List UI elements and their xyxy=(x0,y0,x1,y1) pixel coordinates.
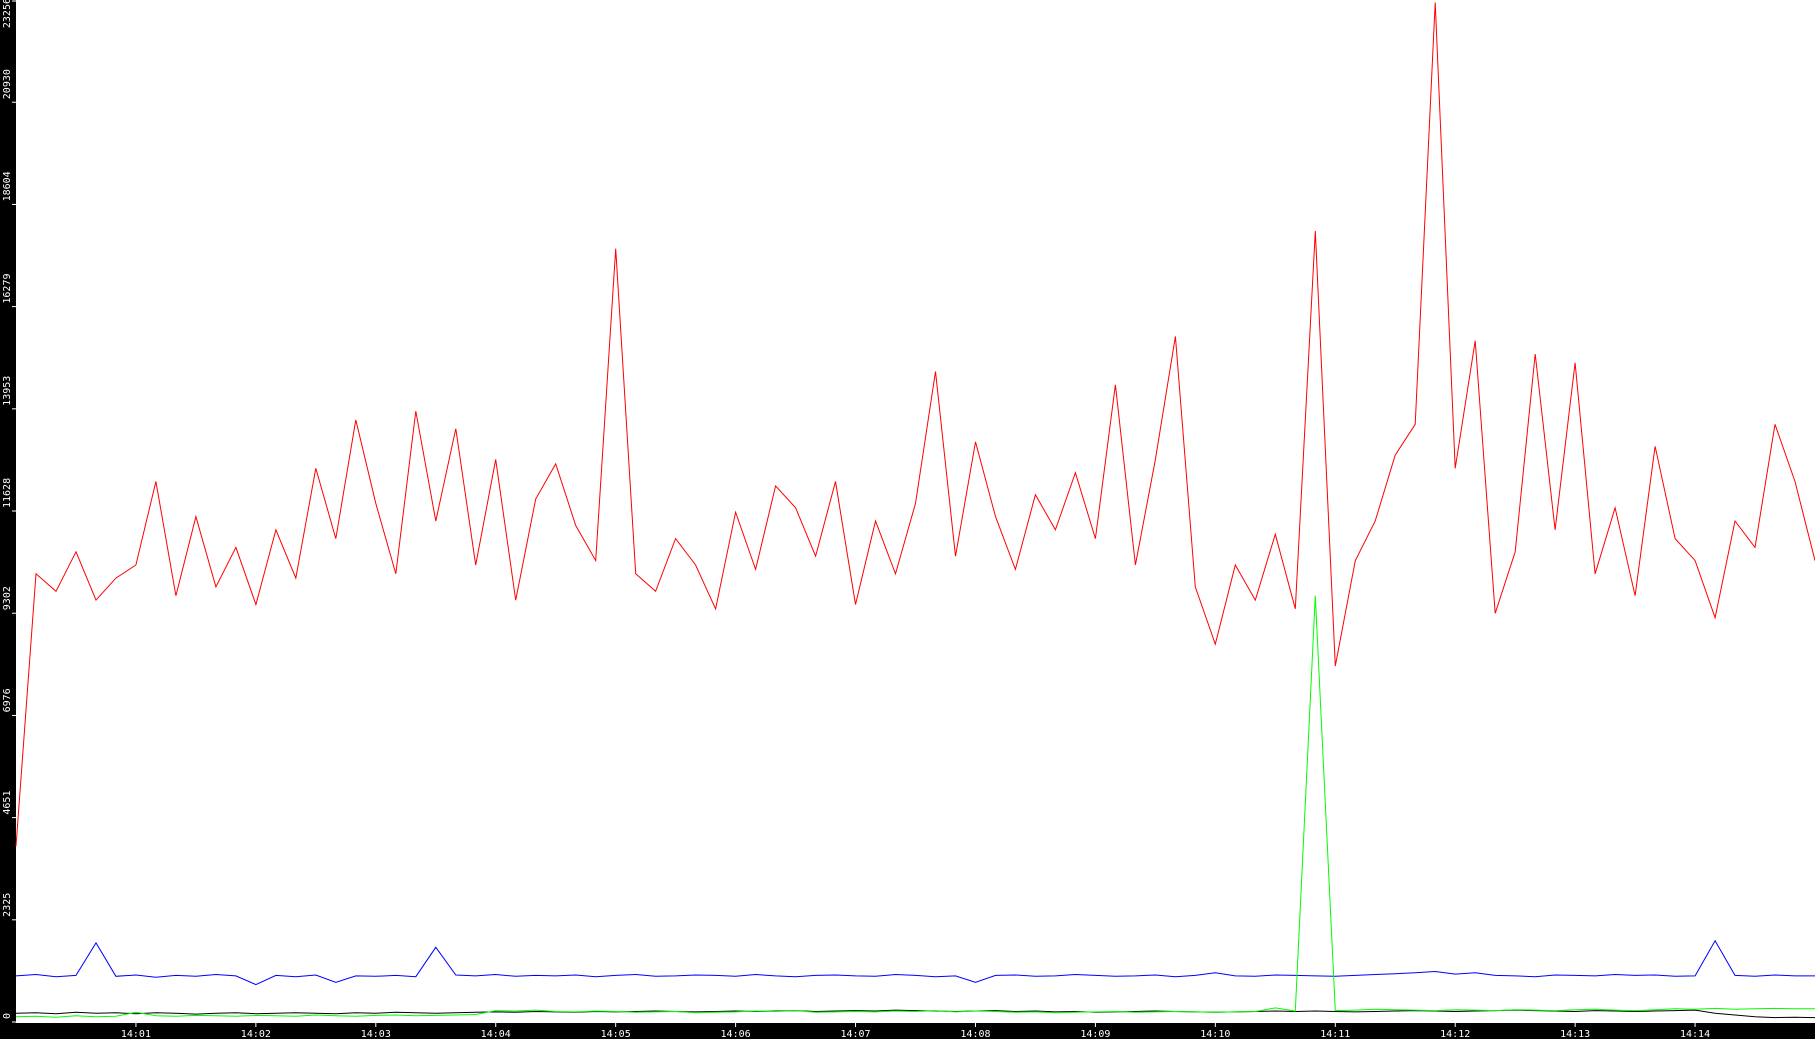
series-line-green xyxy=(15,595,1815,1018)
y-tick-label: 23256 xyxy=(2,0,13,28)
x-tick-label: 14:14 xyxy=(1680,1029,1710,1039)
x-tick-label: 14:02 xyxy=(241,1029,271,1039)
y-tick-label: 18604 xyxy=(2,171,13,201)
plot-area xyxy=(16,0,1815,1023)
x-tick-label: 14:07 xyxy=(840,1029,870,1039)
y-axis: 0 2325 4651 6976 9302 11628 13953 16279 18604 209… xyxy=(2,0,16,1023)
series-line-red xyxy=(15,2,1815,847)
x-axis-strip xyxy=(0,1023,1815,1039)
y-tick-label: 9302 xyxy=(2,586,13,610)
x-tick-label: 14:01 xyxy=(121,1029,151,1039)
y-axis-strip xyxy=(0,0,16,1039)
x-tick-label: 14:13 xyxy=(1560,1029,1590,1039)
series-group xyxy=(15,2,1815,1019)
x-tick-label: 14:04 xyxy=(481,1029,511,1039)
x-tick-label: 14:08 xyxy=(960,1029,990,1039)
y-tick-label: 20930 xyxy=(2,69,13,99)
x-tick-label: 14:06 xyxy=(721,1029,751,1039)
x-tick-label: 14:05 xyxy=(601,1029,631,1039)
y-tick-label: 13953 xyxy=(2,376,13,406)
y-tick-label: 16279 xyxy=(2,273,13,303)
x-axis: 14:01 14:02 14:03 14:04 14:05 14:06 14:07 14:08… xyxy=(121,1023,1710,1039)
y-tick-label: 4651 xyxy=(2,791,13,815)
series-line-blue xyxy=(15,939,1815,986)
x-tick-label: 14:10 xyxy=(1200,1029,1230,1039)
x-tick-label: 14:03 xyxy=(361,1029,391,1039)
y-tick-label: 2325 xyxy=(2,893,13,917)
x-tick-label: 14:12 xyxy=(1440,1029,1470,1039)
y-tick-label: 0 xyxy=(2,1013,13,1019)
x-tick-label: 14:11 xyxy=(1320,1029,1350,1039)
x-tick-label: 14:09 xyxy=(1080,1029,1110,1039)
y-tick-label: 11628 xyxy=(2,478,13,508)
y-tick-label: 6976 xyxy=(2,688,13,712)
